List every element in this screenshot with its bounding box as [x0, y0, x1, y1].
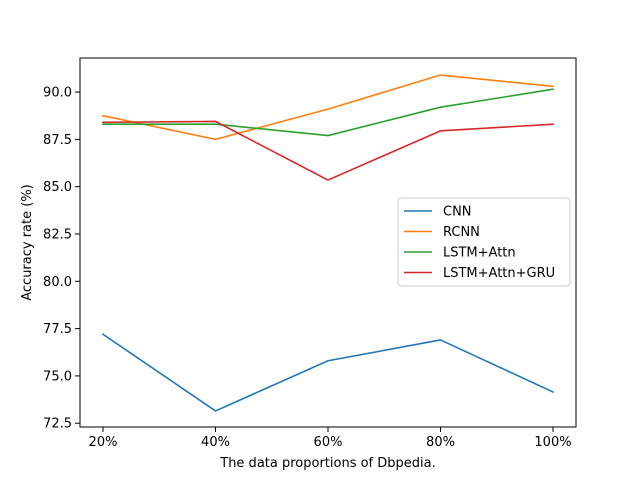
y-axis-ticks: 72.5 75.0 77.5 80.0 82.5 85.0 87.5 90.0 — [43, 86, 80, 432]
y-axis-label: Accuracy rate (%) — [20, 184, 35, 301]
x-axis-label: The data proportions of Dbpedia. — [219, 456, 435, 471]
x-tick-label: 20% — [89, 435, 118, 450]
series-layer — [101, 74, 555, 412]
series-line-rcnn — [102, 74, 554, 141]
x-tick-label: 40% — [201, 435, 230, 450]
legend-label: CNN — [443, 205, 472, 220]
series-line-cnn — [101, 333, 555, 412]
y-tick-label: 75.0 — [43, 369, 72, 384]
series-line-lstm-attn — [102, 88, 554, 137]
x-tick-label: 80% — [426, 435, 455, 450]
y-tick-label: 90.0 — [43, 86, 72, 101]
legend-label: LSTM+Attn+GRU — [443, 266, 555, 281]
y-tick-label: 85.0 — [43, 180, 72, 195]
x-tick-label: 60% — [314, 435, 343, 450]
y-tick-label: 87.5 — [43, 133, 72, 148]
legend-box — [397, 197, 571, 287]
y-tick-label: 82.5 — [43, 227, 72, 242]
x-axis-ticks: 20% 40% 60% 80% 100% — [89, 427, 572, 450]
y-tick-label: 80.0 — [43, 275, 72, 290]
series-line-lstm-attn-gru — [102, 120, 554, 181]
y-tick-label: 72.5 — [43, 417, 72, 432]
x-tick-label: 100% — [534, 435, 571, 450]
legend-label: LSTM+Attn — [443, 246, 516, 261]
y-tick-label: 77.5 — [43, 322, 72, 337]
legend-label: RCNN — [443, 225, 480, 240]
legend: CNN RCNN LSTM+Attn LSTM+Attn+GRU — [397, 197, 571, 287]
